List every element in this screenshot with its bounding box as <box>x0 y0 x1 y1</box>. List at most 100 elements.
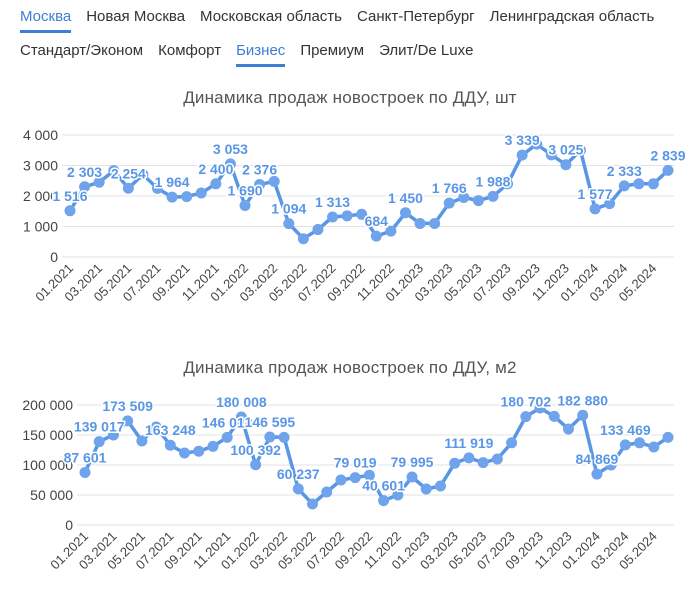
data-point <box>604 198 616 210</box>
data-point <box>487 190 499 202</box>
class-tab-4[interactable]: Элит/De Luxe <box>379 42 474 59</box>
y-tick-label: 0 <box>50 249 58 265</box>
y-tick-label: 100 000 <box>22 457 73 473</box>
data-point <box>292 483 304 495</box>
data-point <box>254 179 266 191</box>
data-point <box>341 210 353 222</box>
chart-1-title: Динамика продаж новостроек по ДДУ, шт <box>183 88 517 107</box>
data-point <box>605 459 617 471</box>
data-point <box>179 447 191 459</box>
data-point <box>79 466 91 478</box>
data-label: 2 400 <box>198 161 233 177</box>
region-tab-3[interactable]: Санкт-Петербург <box>357 8 475 25</box>
data-point <box>235 411 247 423</box>
region-tabs: Москва Новая Москва Московская область Санк… <box>20 8 669 33</box>
data-label: 2 333 <box>607 163 642 179</box>
data-point <box>210 178 222 190</box>
data-point <box>560 159 572 171</box>
data-point <box>181 191 193 203</box>
data-label: 40 601 <box>362 478 405 494</box>
chart-2-title: Динамика продаж новостроек по ДДУ, м2 <box>183 358 517 377</box>
data-point <box>491 453 503 465</box>
data-label: 1 094 <box>271 201 306 217</box>
data-point <box>107 429 119 441</box>
data-point <box>562 423 574 435</box>
region-tab-0[interactable]: Москва <box>20 8 72 33</box>
data-point <box>429 217 441 229</box>
data-point <box>414 217 426 229</box>
class-tab-3[interactable]: Премиум <box>300 42 365 59</box>
data-point <box>647 178 659 190</box>
data-point <box>633 178 645 190</box>
data-point <box>79 181 91 193</box>
data-point <box>93 436 105 448</box>
data-label: 79 995 <box>391 454 434 470</box>
data-point <box>449 457 461 469</box>
data-point <box>502 178 514 190</box>
data-point <box>548 410 560 422</box>
data-point <box>363 469 375 481</box>
data-label: 87 601 <box>64 449 107 465</box>
data-point <box>662 431 674 443</box>
data-point <box>321 486 333 498</box>
class-tab-2[interactable]: Бизнес <box>236 42 286 67</box>
data-point <box>250 459 262 471</box>
data-point <box>591 468 603 480</box>
class-tab-0[interactable]: Стандарт/Эконом <box>20 42 144 59</box>
region-tab-4[interactable]: Ленинградская область <box>489 8 655 25</box>
y-tick-label: 3 000 <box>23 158 58 174</box>
data-label: 79 019 <box>334 455 377 471</box>
data-label: 2 376 <box>242 162 277 178</box>
data-point <box>122 182 134 194</box>
data-point <box>662 164 674 176</box>
data-point <box>207 440 219 452</box>
data-label: 1 313 <box>315 194 350 210</box>
data-label: 1 964 <box>155 174 190 190</box>
data-label: 182 880 <box>557 392 608 408</box>
data-label: 1 450 <box>388 190 423 206</box>
data-point <box>64 205 76 217</box>
data-label: 60 237 <box>277 466 320 482</box>
data-label: 684 <box>365 213 389 229</box>
data-label: 133 469 <box>600 422 651 438</box>
data-label: 2 254 <box>111 165 146 181</box>
data-point <box>531 138 543 150</box>
data-point <box>307 498 319 510</box>
data-point <box>520 411 532 423</box>
region-tab-1[interactable]: Новая Москва <box>86 8 186 25</box>
data-point <box>312 224 324 236</box>
class-tab-1[interactable]: Комфорт <box>158 42 222 59</box>
data-label: 173 509 <box>102 398 153 414</box>
y-tick-label: 1 000 <box>23 219 58 235</box>
data-point <box>378 495 390 507</box>
data-point <box>335 474 347 486</box>
data-point <box>195 187 207 199</box>
data-label: 100 392 <box>230 442 281 458</box>
data-point <box>264 431 276 443</box>
data-label: 1 766 <box>432 180 467 196</box>
data-point <box>420 483 432 495</box>
data-point <box>164 439 176 451</box>
data-point <box>137 169 149 181</box>
data-label: 3 025 <box>548 142 583 158</box>
data-point <box>166 191 178 203</box>
data-point <box>574 144 586 156</box>
data-point <box>392 489 404 501</box>
data-label: 3 053 <box>213 141 248 157</box>
region-tab-2[interactable]: Московская область <box>200 8 342 25</box>
data-point <box>93 176 105 188</box>
data-point <box>399 207 411 219</box>
data-point <box>472 195 484 207</box>
data-point <box>385 225 397 237</box>
data-point <box>268 175 280 187</box>
data-label: 3 339 <box>505 132 540 148</box>
data-point <box>634 437 646 449</box>
y-tick-label: 50 000 <box>30 487 73 503</box>
data-point <box>370 230 382 242</box>
data-label: 180 008 <box>216 394 267 410</box>
y-tick-label: 2 000 <box>23 188 58 204</box>
data-point <box>577 409 589 421</box>
data-point <box>297 233 309 245</box>
y-tick-label: 0 <box>65 517 73 533</box>
